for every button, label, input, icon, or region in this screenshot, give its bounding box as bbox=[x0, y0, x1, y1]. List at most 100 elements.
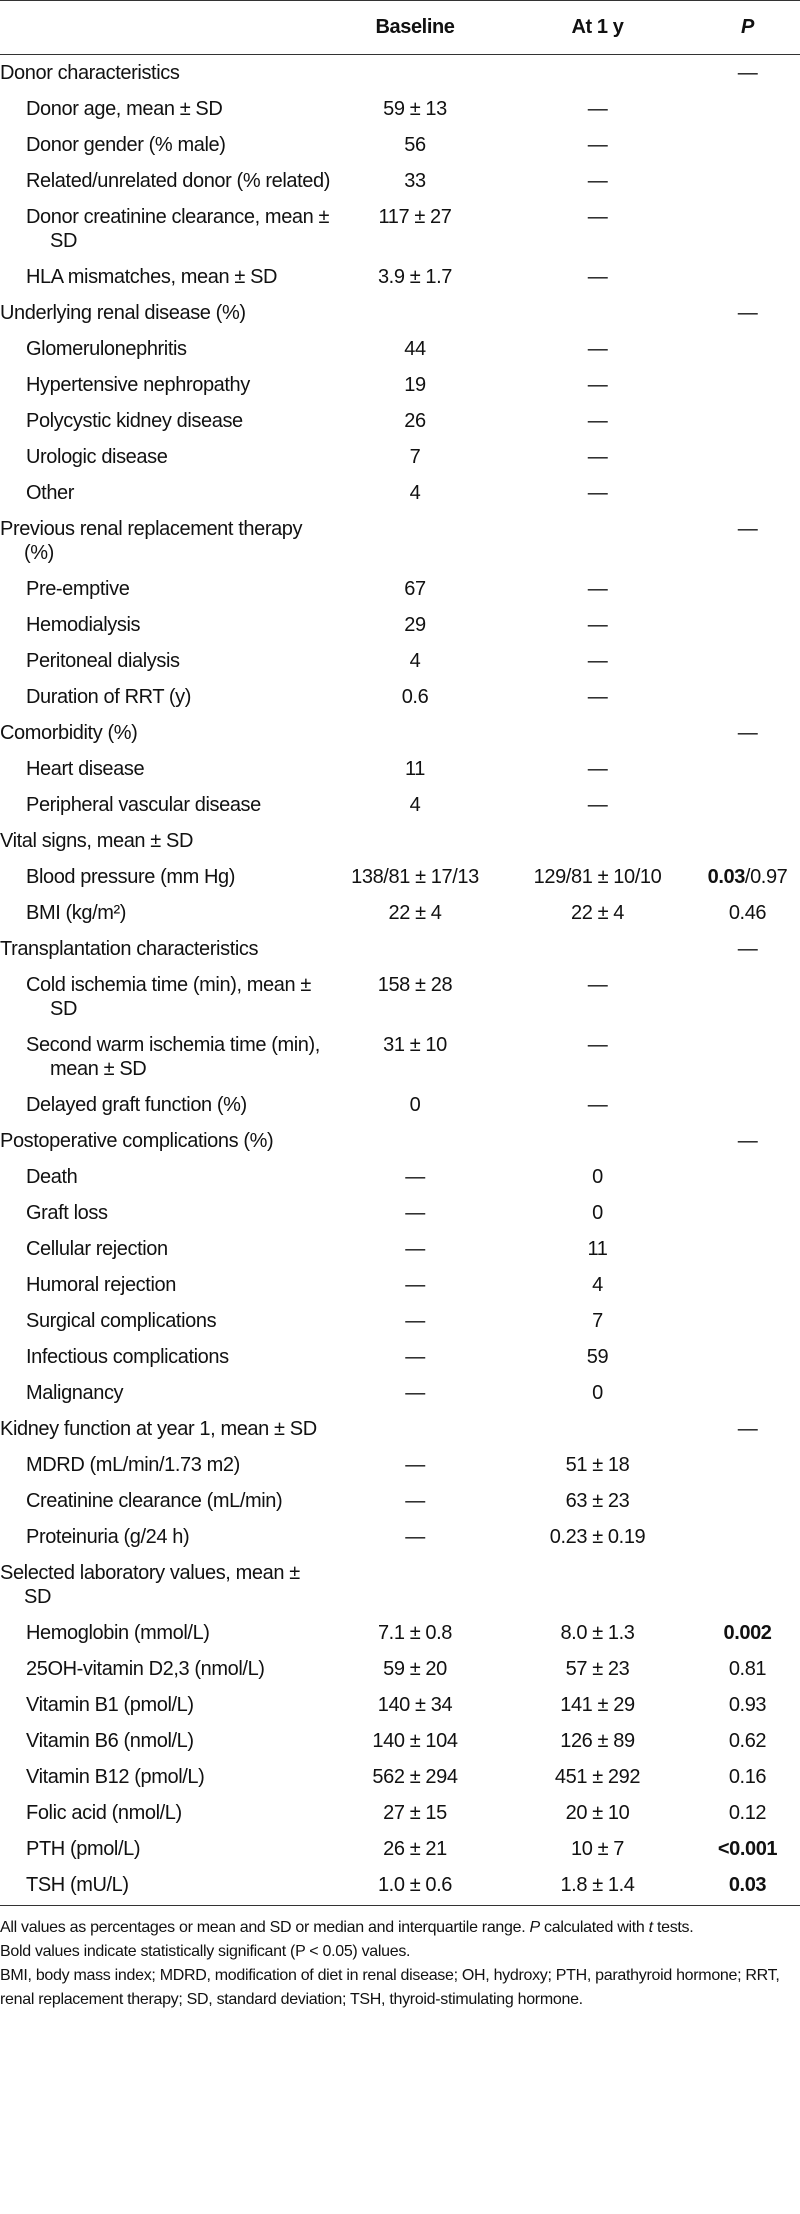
row-label: Vitamin B1 (pmol/L) bbox=[26, 1694, 194, 1716]
at1y-cell: — bbox=[587, 266, 608, 288]
at1y-cell: 0 bbox=[592, 1166, 603, 1188]
p-cell: — bbox=[695, 55, 800, 92]
p-value: 0.46 bbox=[728, 902, 767, 924]
baseline-cell: 138/81 ± 17/13 bbox=[351, 866, 479, 888]
footnote-text: Bold values indicate statistically signi… bbox=[0, 1943, 411, 1960]
baseline-cell: — bbox=[405, 1454, 425, 1476]
baseline-cell: 4 bbox=[409, 794, 421, 816]
row-label: Polycystic kidney disease bbox=[26, 410, 243, 432]
baseline-cell: 59 ± 20 bbox=[383, 1658, 447, 1680]
baseline-cell: 59 ± 13 bbox=[383, 98, 447, 120]
at1y-cell: — bbox=[587, 1034, 608, 1056]
baseline-cell bbox=[330, 715, 500, 751]
at1y-cell bbox=[500, 1411, 695, 1447]
at1y-cell: — bbox=[587, 578, 608, 600]
baseline-cell: 44 bbox=[404, 338, 426, 360]
item-row: Peritoneal dialysis 4 — bbox=[0, 643, 800, 679]
p-cell bbox=[695, 475, 800, 511]
baseline-cell: 117 ± 27 bbox=[378, 206, 452, 228]
row-label: Death bbox=[26, 1166, 78, 1188]
item-row: Peripheral vascular disease 4 — bbox=[0, 787, 800, 823]
baseline-cell: 27 ± 15 bbox=[383, 1802, 447, 1824]
header-blank bbox=[0, 0, 330, 55]
at1y-cell: 141 ± 29 bbox=[560, 1694, 635, 1716]
row-label: Graft loss bbox=[26, 1202, 108, 1224]
row-label: Infectious complications bbox=[26, 1346, 229, 1368]
item-row: Graft loss — 0 bbox=[0, 1195, 800, 1231]
at1y-cell: — bbox=[587, 410, 608, 432]
row-label: Donor gender (% male) bbox=[26, 134, 226, 156]
p-value: — bbox=[737, 1130, 758, 1152]
row-label: Creatinine clearance (mL/min) bbox=[26, 1490, 283, 1512]
baseline-cell: 1.0 ± 0.6 bbox=[330, 1867, 500, 1906]
p-cell: — bbox=[695, 931, 800, 967]
section-row: Donor characteristics — bbox=[0, 55, 800, 92]
p-cell bbox=[695, 259, 800, 295]
baseline-cell: 7 bbox=[409, 446, 421, 468]
row-label: Selected laboratory values, mean ± SD bbox=[0, 1562, 300, 1608]
p-cell: 0.81 bbox=[695, 1651, 800, 1687]
header-row: Baseline At 1 y P bbox=[0, 0, 800, 55]
item-row: BMI (kg/m²) 22 ± 4 22 ± 4 0.46 bbox=[0, 895, 800, 931]
row-label: Previous renal replacement therapy (%) bbox=[0, 518, 303, 564]
p-cell: 0.46 bbox=[695, 895, 800, 931]
p-cell bbox=[695, 823, 800, 859]
p-cell: 0.93 bbox=[695, 1687, 800, 1723]
baseline-cell: 140 ± 34 bbox=[377, 1694, 453, 1716]
item-row: Malignancy — 0 bbox=[0, 1375, 800, 1411]
at1y-cell bbox=[500, 511, 695, 571]
footnote-text: t bbox=[648, 1919, 653, 1936]
p-cell: — bbox=[695, 715, 800, 751]
row-label: Blood pressure (mm Hg) bbox=[26, 866, 236, 888]
baseline-cell: — bbox=[405, 1382, 425, 1404]
row-label: Vitamin B6 (nmol/L) bbox=[26, 1730, 194, 1752]
p-cell: <0.001 bbox=[695, 1831, 800, 1867]
at1y-cell: 126 ± 89 bbox=[560, 1730, 635, 1752]
p-cell bbox=[695, 91, 800, 127]
p-bold: 0.03 bbox=[707, 866, 746, 888]
baseline-cell: 26 bbox=[404, 410, 426, 432]
item-row: Cellular rejection — 11 bbox=[0, 1231, 800, 1267]
section-row: Kidney function at year 1, mean ± SD — bbox=[0, 1411, 800, 1447]
row-label: Cellular rejection bbox=[26, 1238, 168, 1260]
at1y-cell: — bbox=[587, 206, 608, 228]
p-cell bbox=[695, 1375, 800, 1411]
p-value: — bbox=[737, 62, 758, 84]
row-label: Malignancy bbox=[26, 1382, 124, 1404]
at1y-cell: — bbox=[587, 170, 608, 192]
header-cell: At 1 y bbox=[500, 0, 695, 55]
footnote: All values as percentages or mean and SD… bbox=[0, 1916, 800, 1940]
p-value: /0.97 bbox=[744, 866, 788, 888]
row-label: Postoperative complications (%) bbox=[0, 1130, 274, 1152]
header-cell: Baseline bbox=[330, 0, 500, 55]
item-row: Death — 0 bbox=[0, 1159, 800, 1195]
footnote-text: P bbox=[529, 1919, 541, 1936]
p-cell: — bbox=[695, 295, 800, 331]
section-row: Selected laboratory values, mean ± SD bbox=[0, 1555, 800, 1615]
at1y-cell: — bbox=[587, 446, 608, 468]
section-row: Previous renal replacement therapy (%) — bbox=[0, 511, 800, 571]
at1y-cell bbox=[500, 55, 695, 92]
row-label: Donor creatinine clearance, mean ± SD bbox=[26, 206, 330, 252]
at1y-cell: — bbox=[587, 1094, 608, 1116]
baseline-cell: 56 bbox=[404, 134, 426, 156]
baseline-cell: — bbox=[405, 1310, 425, 1332]
item-row: Duration of RRT (y) 0.6 — bbox=[0, 679, 800, 715]
baseline-cell bbox=[330, 55, 500, 92]
at1y-cell: 22 ± 4 bbox=[570, 902, 625, 924]
p-value: — bbox=[737, 1418, 758, 1440]
row-label: Heart disease bbox=[26, 758, 145, 780]
baseline-cell: 31 ± 10 bbox=[383, 1034, 447, 1056]
at1y-cell: 129/81 ± 10/10 bbox=[533, 866, 662, 888]
footnote-text: All values as percentages or mean and SD… bbox=[0, 1919, 530, 1936]
p-cell: — bbox=[695, 1123, 800, 1159]
section-row: Transplantation characteristics — bbox=[0, 931, 800, 967]
item-row: Donor gender (% male) 56 — bbox=[0, 127, 800, 163]
item-row: Infectious complications — 59 bbox=[0, 1339, 800, 1375]
p-cell: 0.03 bbox=[695, 1867, 800, 1906]
at1y-cell: 57 ± 23 bbox=[565, 1658, 630, 1680]
row-label: Vital signs, mean ± SD bbox=[0, 830, 194, 852]
footnote: Bold values indicate statistically signi… bbox=[0, 1940, 800, 1964]
at1y-cell bbox=[500, 295, 695, 331]
row-label: MDRD (mL/min/1.73 m2) bbox=[26, 1454, 240, 1476]
